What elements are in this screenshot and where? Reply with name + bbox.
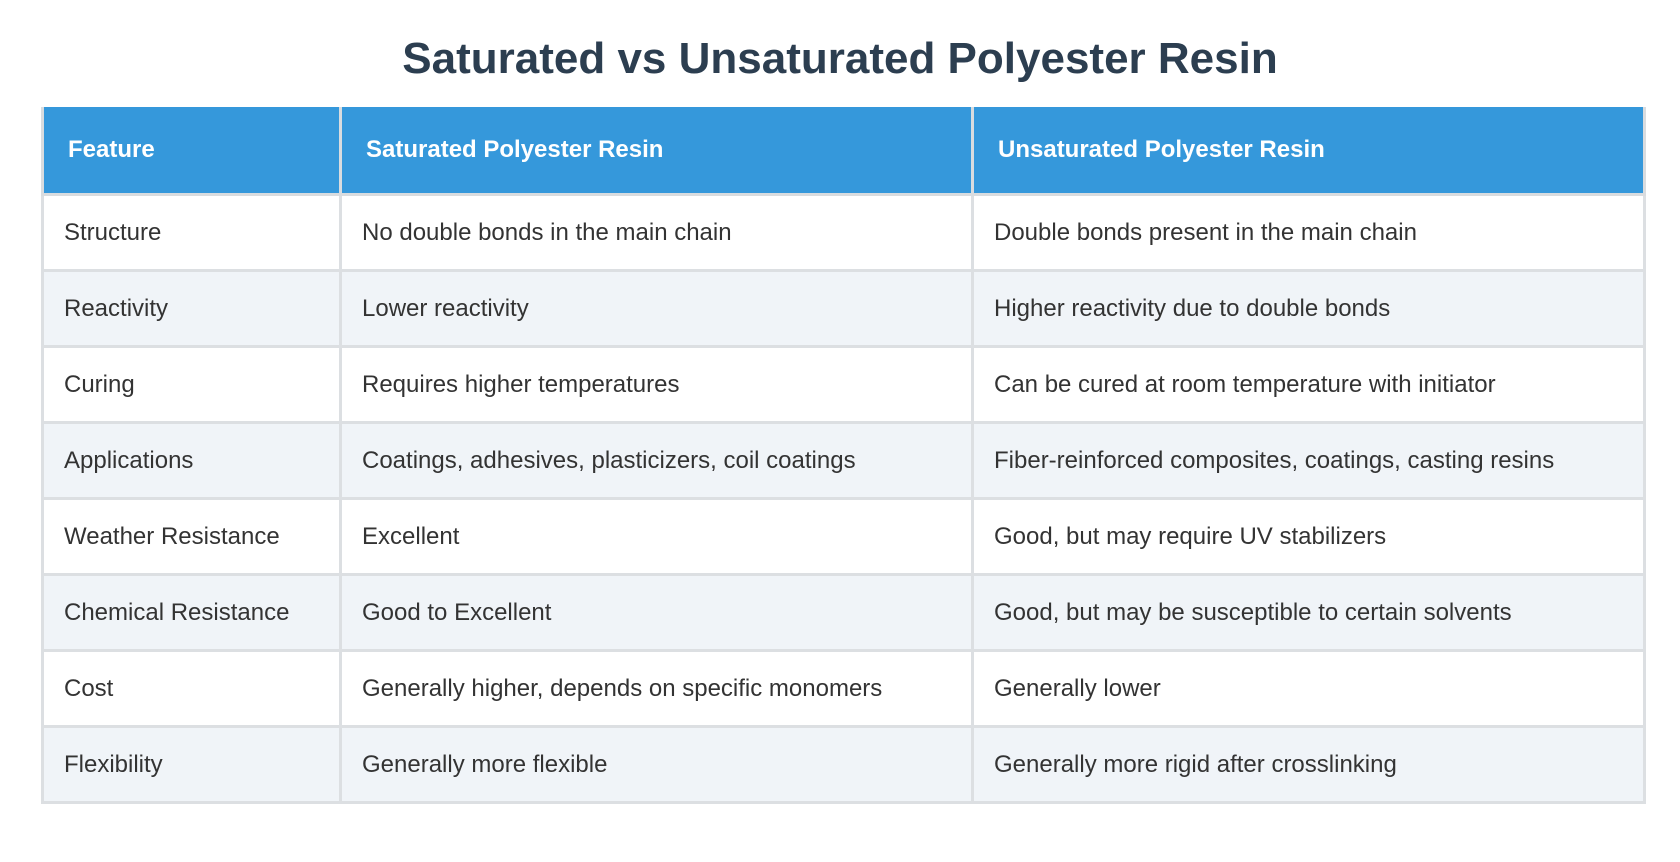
cell-feature: Structure [41,193,342,272]
cell-saturated: Good to Excellent [339,573,974,652]
cell-feature: Applications [41,421,342,500]
header-feature: Feature [41,107,342,196]
cell-unsaturated: Generally lower [971,649,1646,728]
cell-saturated: Coatings, adhesives, plasticizers, coil … [339,421,974,500]
cell-feature: Flexibility [41,725,342,804]
table-row: Applications Coatings, adhesives, plasti… [41,421,1646,500]
cell-saturated: Lower reactivity [339,269,974,348]
table-row: Curing Requires higher temperatures Can … [41,345,1646,424]
cell-feature: Reactivity [41,269,342,348]
table-row: Weather Resistance Excellent Good, but m… [41,497,1646,576]
table-row: Flexibility Generally more flexible Gene… [41,725,1646,804]
header-row: Feature Saturated Polyester Resin Unsatu… [41,107,1646,196]
cell-unsaturated: Double bonds present in the main chain [971,193,1646,272]
cell-unsaturated: Generally more rigid after crosslinking [971,725,1646,804]
cell-feature: Cost [41,649,342,728]
cell-unsaturated: Good, but may require UV stabilizers [971,497,1646,576]
table-row: Chemical Resistance Good to Excellent Go… [41,573,1646,652]
cell-unsaturated: Good, but may be susceptible to certain … [971,573,1646,652]
cell-feature: Weather Resistance [41,497,342,576]
table-row: Cost Generally higher, depends on specif… [41,649,1646,728]
cell-unsaturated: Fiber-reinforced composites, coatings, c… [971,421,1646,500]
cell-unsaturated: Higher reactivity due to double bonds [971,269,1646,348]
comparison-table: Feature Saturated Polyester Resin Unsatu… [41,107,1646,804]
cell-feature: Curing [41,345,342,424]
header-saturated: Saturated Polyester Resin [339,107,974,196]
page-title: Saturated vs Unsaturated Polyester Resin [402,34,1278,83]
cell-saturated: No double bonds in the main chain [339,193,974,272]
cell-saturated: Requires higher temperatures [339,345,974,424]
cell-feature: Chemical Resistance [41,573,342,652]
cell-saturated: Generally more flexible [339,725,974,804]
table-header: Feature Saturated Polyester Resin Unsatu… [41,107,1646,196]
comparison-table-container: Feature Saturated Polyester Resin Unsatu… [41,107,1646,804]
cell-unsaturated: Can be cured at room temperature with in… [971,345,1646,424]
table-row: Reactivity Lower reactivity Higher react… [41,269,1646,348]
cell-saturated: Excellent [339,497,974,576]
header-unsaturated: Unsaturated Polyester Resin [971,107,1646,196]
table-body: Structure No double bonds in the main ch… [41,193,1646,804]
cell-saturated: Generally higher, depends on specific mo… [339,649,974,728]
table-row: Structure No double bonds in the main ch… [41,193,1646,272]
